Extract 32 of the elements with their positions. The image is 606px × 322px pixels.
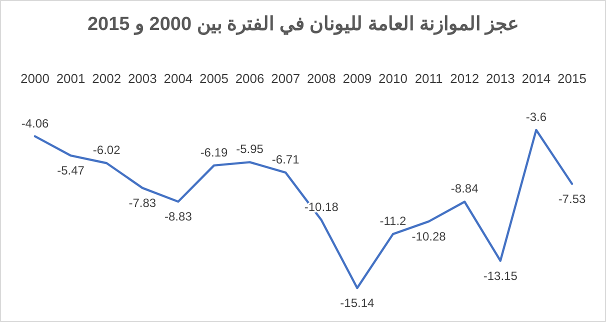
data-label: -6.71 bbox=[272, 152, 300, 167]
data-label: -6.19 bbox=[200, 145, 228, 160]
data-label: -4.06 bbox=[21, 116, 49, 130]
x-tick-label: 2010 bbox=[378, 71, 408, 86]
data-label: -5.47 bbox=[57, 164, 85, 178]
data-label: -3.6 bbox=[526, 110, 547, 124]
x-tick-label: 2008 bbox=[306, 71, 336, 86]
x-tick-label: 2014 bbox=[522, 71, 551, 86]
data-label: -6.02 bbox=[92, 143, 121, 158]
chart-title: عجز الموازنة العامة لليونان في الفترة بين 2000 و 2015 bbox=[87, 14, 519, 36]
x-tick-label: 2011 bbox=[414, 71, 443, 86]
x-tick-label: 2009 bbox=[342, 71, 372, 86]
data-label: -13.15 bbox=[483, 268, 518, 283]
data-label: -10.28 bbox=[412, 229, 446, 244]
x-tick-label: 2013 bbox=[486, 71, 515, 86]
x-tick-label: 2012 bbox=[450, 71, 480, 86]
x-tick-label: 2001 bbox=[56, 71, 86, 86]
data-label: -11.2 bbox=[380, 214, 407, 228]
data-label: -7.53 bbox=[558, 192, 586, 206]
x-tick-label: 2007 bbox=[271, 71, 300, 86]
data-label: -7.83 bbox=[128, 196, 156, 210]
data-label: -5.95 bbox=[236, 142, 264, 156]
x-tick-label: 2015 bbox=[558, 71, 586, 86]
x-tick-label: 2002 bbox=[92, 71, 122, 86]
data-label: -8.83 bbox=[164, 210, 192, 224]
x-tick-label: 2003 bbox=[128, 71, 157, 86]
x-tick-label: 2006 bbox=[235, 71, 264, 86]
x-tick-label: 2005 bbox=[200, 71, 228, 86]
x-tick-label: 2004 bbox=[164, 71, 193, 86]
x-tick-label: 2000 bbox=[20, 71, 50, 86]
data-label: -15.14 bbox=[340, 296, 375, 310]
data-label: -8.84 bbox=[450, 182, 479, 196]
